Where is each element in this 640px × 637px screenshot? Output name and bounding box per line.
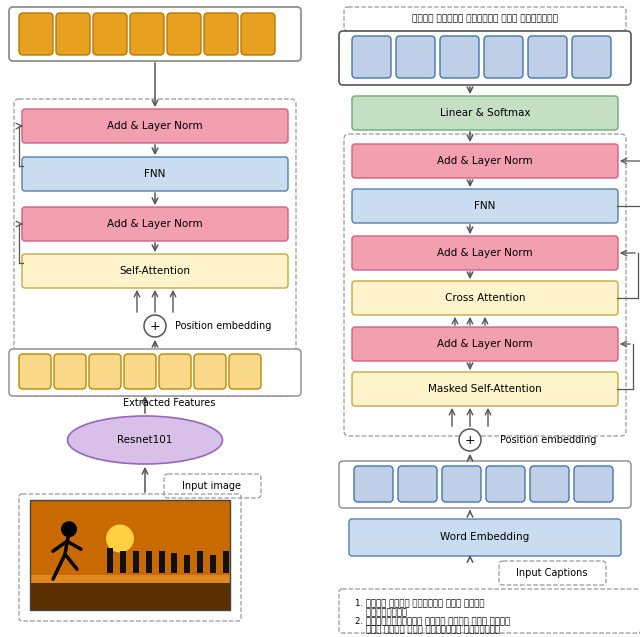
FancyBboxPatch shape	[229, 354, 261, 389]
FancyBboxPatch shape	[528, 36, 567, 78]
FancyBboxPatch shape	[440, 36, 479, 78]
FancyBboxPatch shape	[352, 327, 618, 361]
Text: +: +	[465, 434, 476, 447]
Text: Add & Layer Norm: Add & Layer Norm	[437, 156, 533, 166]
FancyBboxPatch shape	[9, 7, 301, 61]
FancyBboxPatch shape	[194, 354, 226, 389]
FancyBboxPatch shape	[572, 36, 611, 78]
FancyBboxPatch shape	[396, 36, 435, 78]
FancyBboxPatch shape	[486, 466, 525, 502]
Text: FNN: FNN	[144, 169, 166, 179]
Text: Resnet101: Resnet101	[117, 435, 173, 445]
Text: Word Embedding: Word Embedding	[440, 532, 530, 542]
FancyBboxPatch shape	[352, 189, 618, 223]
FancyBboxPatch shape	[352, 281, 618, 315]
Text: Add & Layer Norm: Add & Layer Norm	[107, 219, 203, 229]
Bar	[197, 553, 204, 573]
Text: Extracted Features: Extracted Features	[123, 398, 215, 408]
FancyBboxPatch shape	[442, 466, 481, 502]
FancyBboxPatch shape	[19, 354, 51, 389]
FancyBboxPatch shape	[352, 372, 618, 406]
Text: +: +	[150, 320, 160, 333]
FancyBboxPatch shape	[9, 349, 301, 396]
Bar	[159, 548, 164, 573]
Bar	[172, 548, 177, 573]
FancyBboxPatch shape	[352, 96, 618, 130]
FancyBboxPatch shape	[339, 31, 631, 85]
FancyBboxPatch shape	[130, 13, 164, 55]
Text: Self-Attention: Self-Attention	[120, 266, 191, 276]
FancyBboxPatch shape	[352, 236, 618, 270]
Bar	[146, 551, 152, 573]
FancyBboxPatch shape	[530, 466, 569, 502]
Circle shape	[106, 524, 134, 552]
Text: Input image: Input image	[182, 481, 241, 491]
FancyBboxPatch shape	[352, 36, 391, 78]
Bar	[30, 500, 230, 582]
FancyBboxPatch shape	[398, 466, 437, 502]
Bar	[223, 555, 229, 573]
Text: একজন পুকুর পানিতে লাফ দিয়েছে: একজন পুকুর পানিতে লাফ দিয়েছে	[412, 15, 558, 24]
FancyBboxPatch shape	[349, 519, 621, 556]
FancyBboxPatch shape	[204, 13, 238, 55]
Text: Masked Self-Attention: Masked Self-Attention	[428, 384, 542, 394]
Text: Position embedding: Position embedding	[500, 435, 596, 445]
Text: Linear & Softmax: Linear & Softmax	[440, 108, 531, 118]
FancyBboxPatch shape	[22, 207, 288, 241]
Bar	[210, 553, 216, 573]
Text: Position embedding: Position embedding	[175, 321, 271, 331]
FancyBboxPatch shape	[19, 13, 53, 55]
FancyBboxPatch shape	[22, 157, 288, 191]
Text: Input Captions: Input Captions	[516, 568, 588, 578]
Text: 1. একজন বালক পানিতে লাফ ঝাঁপ: 1. একজন বালক পানিতে লাফ ঝাঁপ	[355, 598, 484, 607]
Bar	[30, 575, 230, 582]
Text: Cross Attention: Cross Attention	[445, 293, 525, 303]
Bar	[132, 553, 139, 573]
Bar	[30, 500, 230, 610]
FancyBboxPatch shape	[167, 13, 201, 55]
FancyBboxPatch shape	[54, 354, 86, 389]
Bar	[184, 553, 190, 573]
FancyBboxPatch shape	[354, 466, 393, 502]
FancyBboxPatch shape	[352, 144, 618, 178]
FancyBboxPatch shape	[159, 354, 191, 389]
FancyBboxPatch shape	[241, 13, 275, 55]
FancyBboxPatch shape	[339, 461, 631, 508]
Text: পাড় থেকে লাফ দিয়েছে পানিতে।: পাড় থেকে লাফ দিয়েছে পানিতে।	[355, 625, 500, 634]
FancyBboxPatch shape	[93, 13, 127, 55]
Ellipse shape	[67, 416, 223, 464]
Text: Add & Layer Norm: Add & Layer Norm	[107, 121, 203, 131]
Bar	[30, 582, 230, 610]
FancyBboxPatch shape	[89, 354, 121, 389]
Circle shape	[459, 429, 481, 451]
Text: 2. সূর্যাস্তের সময় একজন লোক নদীর: 2. সূর্যাস্তের সময় একজন লোক নদীর	[355, 616, 510, 625]
FancyBboxPatch shape	[22, 109, 288, 143]
Circle shape	[61, 521, 77, 537]
Bar	[120, 548, 126, 573]
FancyBboxPatch shape	[22, 254, 288, 288]
Text: FNN: FNN	[474, 201, 496, 211]
Text: Add & Layer Norm: Add & Layer Norm	[437, 339, 533, 349]
FancyBboxPatch shape	[56, 13, 90, 55]
Text: দিয়েছে।: দিয়েছে।	[355, 608, 407, 617]
FancyBboxPatch shape	[484, 36, 523, 78]
Bar	[107, 551, 113, 573]
FancyBboxPatch shape	[574, 466, 613, 502]
Text: Add & Layer Norm: Add & Layer Norm	[437, 248, 533, 258]
Circle shape	[144, 315, 166, 337]
FancyBboxPatch shape	[124, 354, 156, 389]
